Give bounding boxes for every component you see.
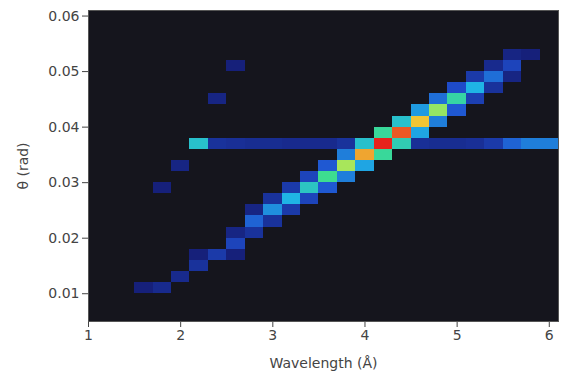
svg-text:0.01: 0.01 — [48, 285, 79, 301]
svg-text:0.04: 0.04 — [48, 119, 79, 135]
svg-text:3: 3 — [268, 327, 277, 343]
svg-text:0.02: 0.02 — [48, 230, 79, 246]
svg-text:2: 2 — [176, 327, 185, 343]
svg-text:5: 5 — [453, 327, 462, 343]
svg-text:0.03: 0.03 — [48, 174, 79, 190]
svg-text:0.06: 0.06 — [48, 8, 79, 24]
svg-text:0.05: 0.05 — [48, 63, 79, 79]
svg-text:4: 4 — [361, 327, 370, 343]
svg-text:Wavelength (Å): Wavelength (Å) — [269, 355, 377, 371]
svg-text:θ (rad): θ (rad) — [15, 142, 31, 189]
svg-text:1: 1 — [84, 327, 93, 343]
svg-text:6: 6 — [545, 327, 554, 343]
